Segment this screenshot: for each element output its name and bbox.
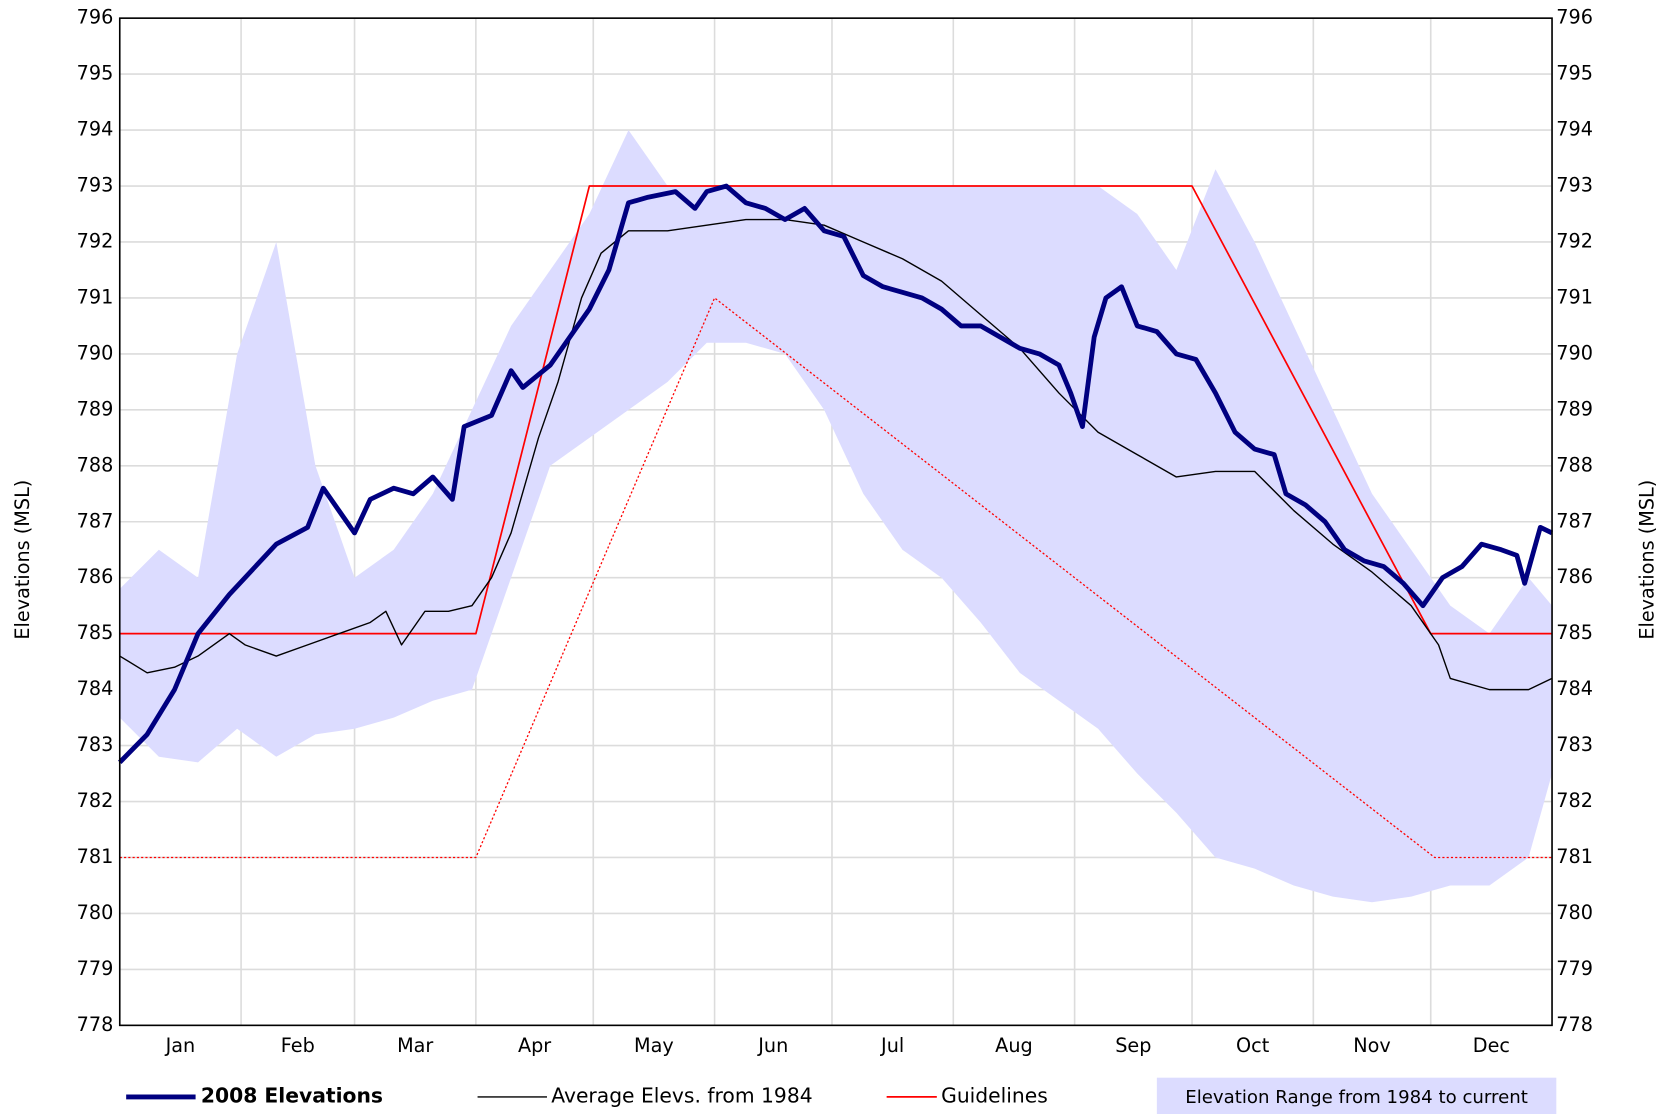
y2-tick-label: 779 (1556, 957, 1593, 980)
y2-tick-label: 789 (1556, 397, 1593, 420)
y2-tick-label: 778 (1556, 1013, 1593, 1036)
y-tick-label: 795 (77, 62, 114, 85)
y-tick-label: 789 (77, 397, 114, 420)
y-tick-label: 783 (77, 733, 114, 756)
y-tick-label: 796 (77, 6, 114, 29)
x-tick-label: Nov (1353, 1034, 1391, 1057)
y2-tick-label: 787 (1556, 509, 1593, 532)
y2-axis-title: Elevations (MSL) (1636, 480, 1659, 640)
x-tick-label: Sep (1115, 1034, 1151, 1057)
y2-tick-label: 786 (1556, 565, 1593, 588)
x-tick-label: Oct (1236, 1034, 1270, 1057)
plot-frame (118, 17, 1553, 1027)
y2-tick-label: 788 (1556, 453, 1593, 476)
y2-tick-label: 792 (1556, 229, 1593, 252)
y-tick-label: 781 (77, 845, 114, 868)
legend-label: 2008 Elevations (201, 1083, 383, 1107)
legend-label: Guidelines (941, 1083, 1048, 1107)
y-tick-label: 786 (77, 565, 114, 588)
guideline-lower (119, 297, 1553, 859)
y-tick-label: 778 (77, 1013, 114, 1036)
series-line (119, 185, 1553, 635)
y-tick-label: 782 (77, 789, 114, 812)
x-tick-label: Aug (995, 1034, 1033, 1057)
x-tick-label: May (634, 1034, 674, 1057)
x-tick-label: Mar (397, 1034, 433, 1057)
y2-tick-label: 782 (1556, 789, 1593, 812)
y-tick-label: 780 (77, 901, 114, 924)
x-tick-label: Dec (1473, 1034, 1510, 1057)
y-tick-label: 793 (77, 174, 114, 197)
y2-tick-label: 785 (1556, 621, 1593, 644)
y-tick-label: 790 (77, 341, 114, 364)
y-tick-label: 794 (77, 118, 114, 141)
y-tick-label: 784 (77, 677, 114, 700)
y-axis-title: Elevations (MSL) (11, 480, 34, 640)
y2-tick-label: 790 (1556, 341, 1593, 364)
series-line (118, 183, 1554, 765)
y-tick-label: 779 (77, 957, 114, 980)
y2-tick-label: 795 (1556, 62, 1593, 85)
y-tick-label: 791 (77, 285, 114, 308)
y-tick-label: 792 (77, 229, 114, 252)
y2-tick-label: 780 (1556, 901, 1593, 924)
y-tick-label: 785 (77, 621, 114, 644)
legend-label: Elevation Range from 1984 to current (1185, 1087, 1528, 1108)
x-tick-label: Apr (518, 1034, 551, 1057)
series-line (119, 218, 1553, 691)
legend-swatch (1156, 1077, 1557, 1114)
y2-tick-label: 783 (1556, 733, 1593, 756)
x-tick-label: Jan (165, 1034, 196, 1057)
y2-tick-label: 794 (1556, 118, 1593, 141)
y2-tick-label: 796 (1556, 6, 1593, 29)
y2-tick-label: 791 (1556, 285, 1593, 308)
x-tick-label: Jun (757, 1034, 788, 1057)
legend-label: Average Elevs. from 1984 (551, 1083, 812, 1107)
y-tick-label: 787 (77, 509, 114, 532)
y2-tick-label: 784 (1556, 677, 1593, 700)
range-band (119, 130, 1553, 903)
y-tick-label: 788 (77, 453, 114, 476)
y2-tick-label: 781 (1556, 845, 1593, 868)
x-tick-label: Feb (281, 1034, 315, 1057)
y2-tick-label: 793 (1556, 174, 1593, 197)
x-tick-label: Jul (880, 1034, 904, 1057)
